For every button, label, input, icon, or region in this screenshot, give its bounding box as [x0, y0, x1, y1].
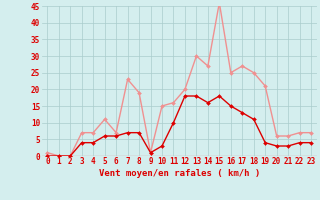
X-axis label: Vent moyen/en rafales ( km/h ): Vent moyen/en rafales ( km/h ) — [99, 169, 260, 178]
